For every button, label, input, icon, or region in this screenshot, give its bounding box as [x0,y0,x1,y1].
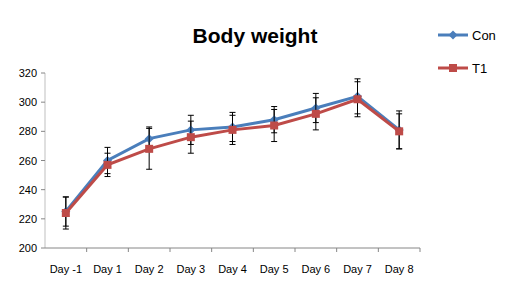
y-tick [41,73,45,74]
legend-marker [449,64,457,72]
legend-label: T1 [472,61,487,76]
x-tick [253,248,254,252]
x-tick-label: Day 2 [135,263,164,275]
error-bar [396,111,402,149]
data-point [354,95,362,103]
error-bar [271,109,277,141]
x-tick [336,248,337,252]
legend-label: Con [472,28,496,43]
data-point [145,145,153,153]
chart-container: Body weight 200 220 240 260 280 300 320 Day -1 Da… [0,0,509,290]
legend-entry: T1 [438,61,487,76]
y-tick-label: 320 [19,67,37,79]
y-tick [41,160,45,161]
y-tick-label: 240 [19,184,37,196]
x-tick [128,248,129,252]
chart-svg: Body weight 200 220 240 260 280 300 320 Day -1 Da… [0,0,509,290]
y-tick-label: 300 [19,96,37,108]
data-point [104,161,112,169]
error-bar [355,82,361,117]
legend-entry: Con [438,28,496,43]
error-bar [105,153,111,176]
x-tick [86,248,87,252]
plot-area [61,79,403,229]
y-tick [41,102,45,103]
x-tick-label: Day 4 [218,263,247,275]
x-tick [211,248,212,252]
data-point [229,126,237,134]
error-bar [230,115,236,144]
x-tick-label: Day 1 [93,263,122,275]
y-tick-label: 200 [19,242,37,254]
x-tick-label: Day 7 [343,263,372,275]
error-bar [188,121,194,153]
x-tick-label: Day 5 [260,263,289,275]
chart-title: Body weight [193,24,318,47]
error-bar [63,197,69,229]
series-line [66,96,399,211]
x-tick-label: Day 3 [176,263,205,275]
y-tick-label: 260 [19,155,37,167]
error-bar [313,98,319,130]
x-tick [295,248,296,252]
x-tick-label: Day -1 [50,263,82,275]
y-tick [41,189,45,190]
y-tick-label: 220 [19,213,37,225]
x-tick [170,248,171,252]
y-tick-label: 280 [19,125,37,137]
x-tick [420,248,421,252]
x-tick-label: Day 6 [301,263,330,275]
data-point [270,122,278,130]
series-line [66,99,399,213]
data-point [62,209,70,217]
legend-marker [449,31,458,40]
y-tick [41,248,45,249]
x-tick-label: Day 8 [385,263,414,275]
y-tick [41,218,45,219]
error-bar [396,114,402,149]
y-tick [41,131,45,132]
data-point [395,127,403,135]
data-point [187,133,195,141]
x-tick [378,248,379,252]
error-bar [146,128,152,169]
data-point [312,110,320,118]
x-axis-line [45,248,420,249]
